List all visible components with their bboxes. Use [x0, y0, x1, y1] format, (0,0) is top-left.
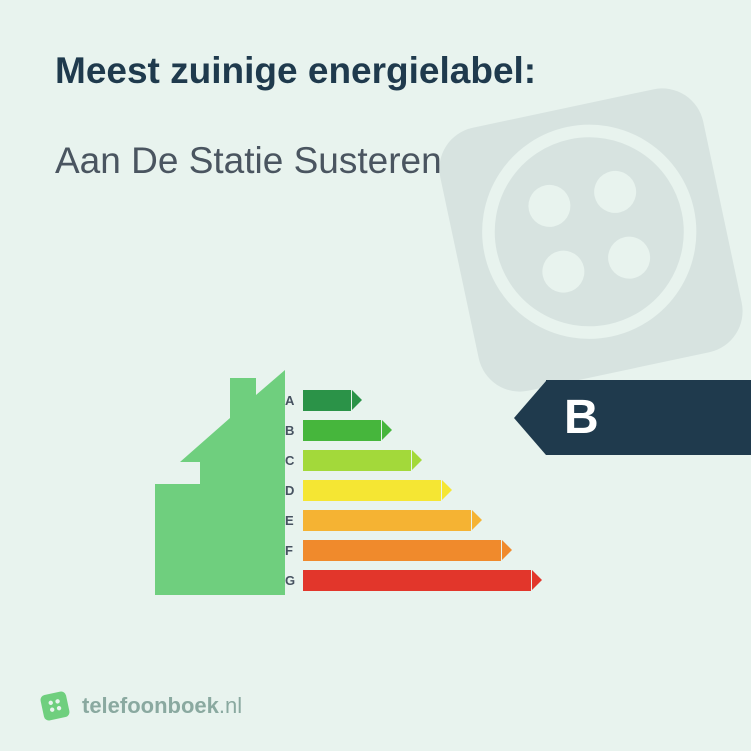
- rating-badge: B: [514, 380, 751, 455]
- bar-row-c: C: [285, 445, 531, 475]
- bar: [303, 420, 381, 441]
- bar: [303, 540, 501, 561]
- card-subtitle: Aan De Statie Susteren: [55, 140, 696, 182]
- bar-letter: E: [285, 513, 303, 528]
- bar: [303, 390, 351, 411]
- bar: [303, 480, 441, 501]
- bar-row-d: D: [285, 475, 531, 505]
- bar: [303, 510, 471, 531]
- card-title: Meest zuinige energielabel:: [55, 50, 696, 92]
- bar-row-b: B: [285, 415, 531, 445]
- footer-book-icon: [38, 689, 72, 723]
- bar-letter: D: [285, 483, 303, 498]
- bar-row-f: F: [285, 535, 531, 565]
- footer-brand: telefoonboek.nl: [38, 689, 242, 723]
- badge-arrow: [514, 381, 546, 455]
- bar-row-e: E: [285, 505, 531, 535]
- bar-row-g: G: [285, 565, 531, 595]
- bar: [303, 570, 531, 591]
- bar-letter: B: [285, 423, 303, 438]
- footer-text: telefoonboek.nl: [82, 693, 242, 719]
- energy-label-card: Meest zuinige energielabel: Aan De Stati…: [0, 0, 751, 751]
- bar-row-a: A: [285, 385, 531, 415]
- bar: [303, 450, 411, 471]
- bar-letter: A: [285, 393, 303, 408]
- badge-letter: B: [546, 380, 751, 455]
- bar-letter: F: [285, 543, 303, 558]
- footer-brand-light: .nl: [219, 693, 242, 718]
- bar-letter: G: [285, 573, 303, 588]
- bar-letter: C: [285, 453, 303, 468]
- house-icon: [130, 370, 285, 595]
- footer-brand-bold: telefoonboek: [82, 693, 219, 718]
- bars-container: ABCDEFG: [285, 385, 531, 595]
